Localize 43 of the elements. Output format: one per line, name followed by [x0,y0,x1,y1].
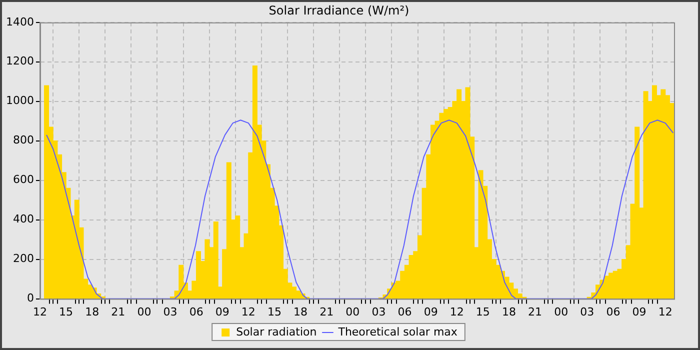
y-tick-label: 200 [12,252,34,266]
legend-label: Theoretical solar max [337,325,458,338]
y-tick-label: 1200 [6,54,34,68]
x-tick-label: 21 [320,305,334,318]
x-tick-label: 09 [632,305,646,318]
bar [652,85,657,299]
x-tick-label: 03 [163,305,178,318]
x-tick-label: 06 [189,305,204,318]
y-tick-label: 800 [12,134,34,147]
x-tick-label: 12 [658,305,672,318]
y-tick-label: 400 [12,212,34,226]
x-tick-label: 15 [59,305,74,318]
x-tick-label: 18 [502,305,516,318]
x-tick-label: 09 [215,305,230,318]
x-tick-label: 12 [32,305,47,318]
x-tick-label: 12 [450,305,464,318]
x-tick-label: 06 [398,305,412,318]
x-tick-label: 18 [85,305,100,318]
x-tick-label: 15 [267,305,282,318]
x-tick-label: 21 [111,305,126,318]
x-tick-label: 06 [606,305,620,318]
x-tick-label: 12 [241,305,256,318]
bar [213,221,218,299]
x-tick-label: 15 [476,305,490,318]
x-tick-label: 03 [372,305,386,318]
legend-label: Solar radiation [236,325,317,338]
x-tick-label: 09 [424,305,438,318]
x-tick-label: 18 [294,305,308,318]
bar [44,85,50,299]
bar [660,89,666,299]
x-tick-label: 03 [580,305,594,318]
bar [465,87,470,299]
x-tick-label: 00 [554,305,568,318]
y-tick-label: 1400 [6,15,34,28]
x-tick-label: 00 [137,305,152,318]
chart-title: Solar Irradiance (W/m²) [268,3,410,18]
y-tick-label: 600 [12,173,34,186]
x-tick-label: 00 [346,305,360,318]
x-tick-label: 21 [528,305,542,318]
bar [204,239,210,299]
bar [196,251,201,299]
y-tick-label: 0 [26,292,34,305]
y-tick-label: 1000 [6,94,34,108]
